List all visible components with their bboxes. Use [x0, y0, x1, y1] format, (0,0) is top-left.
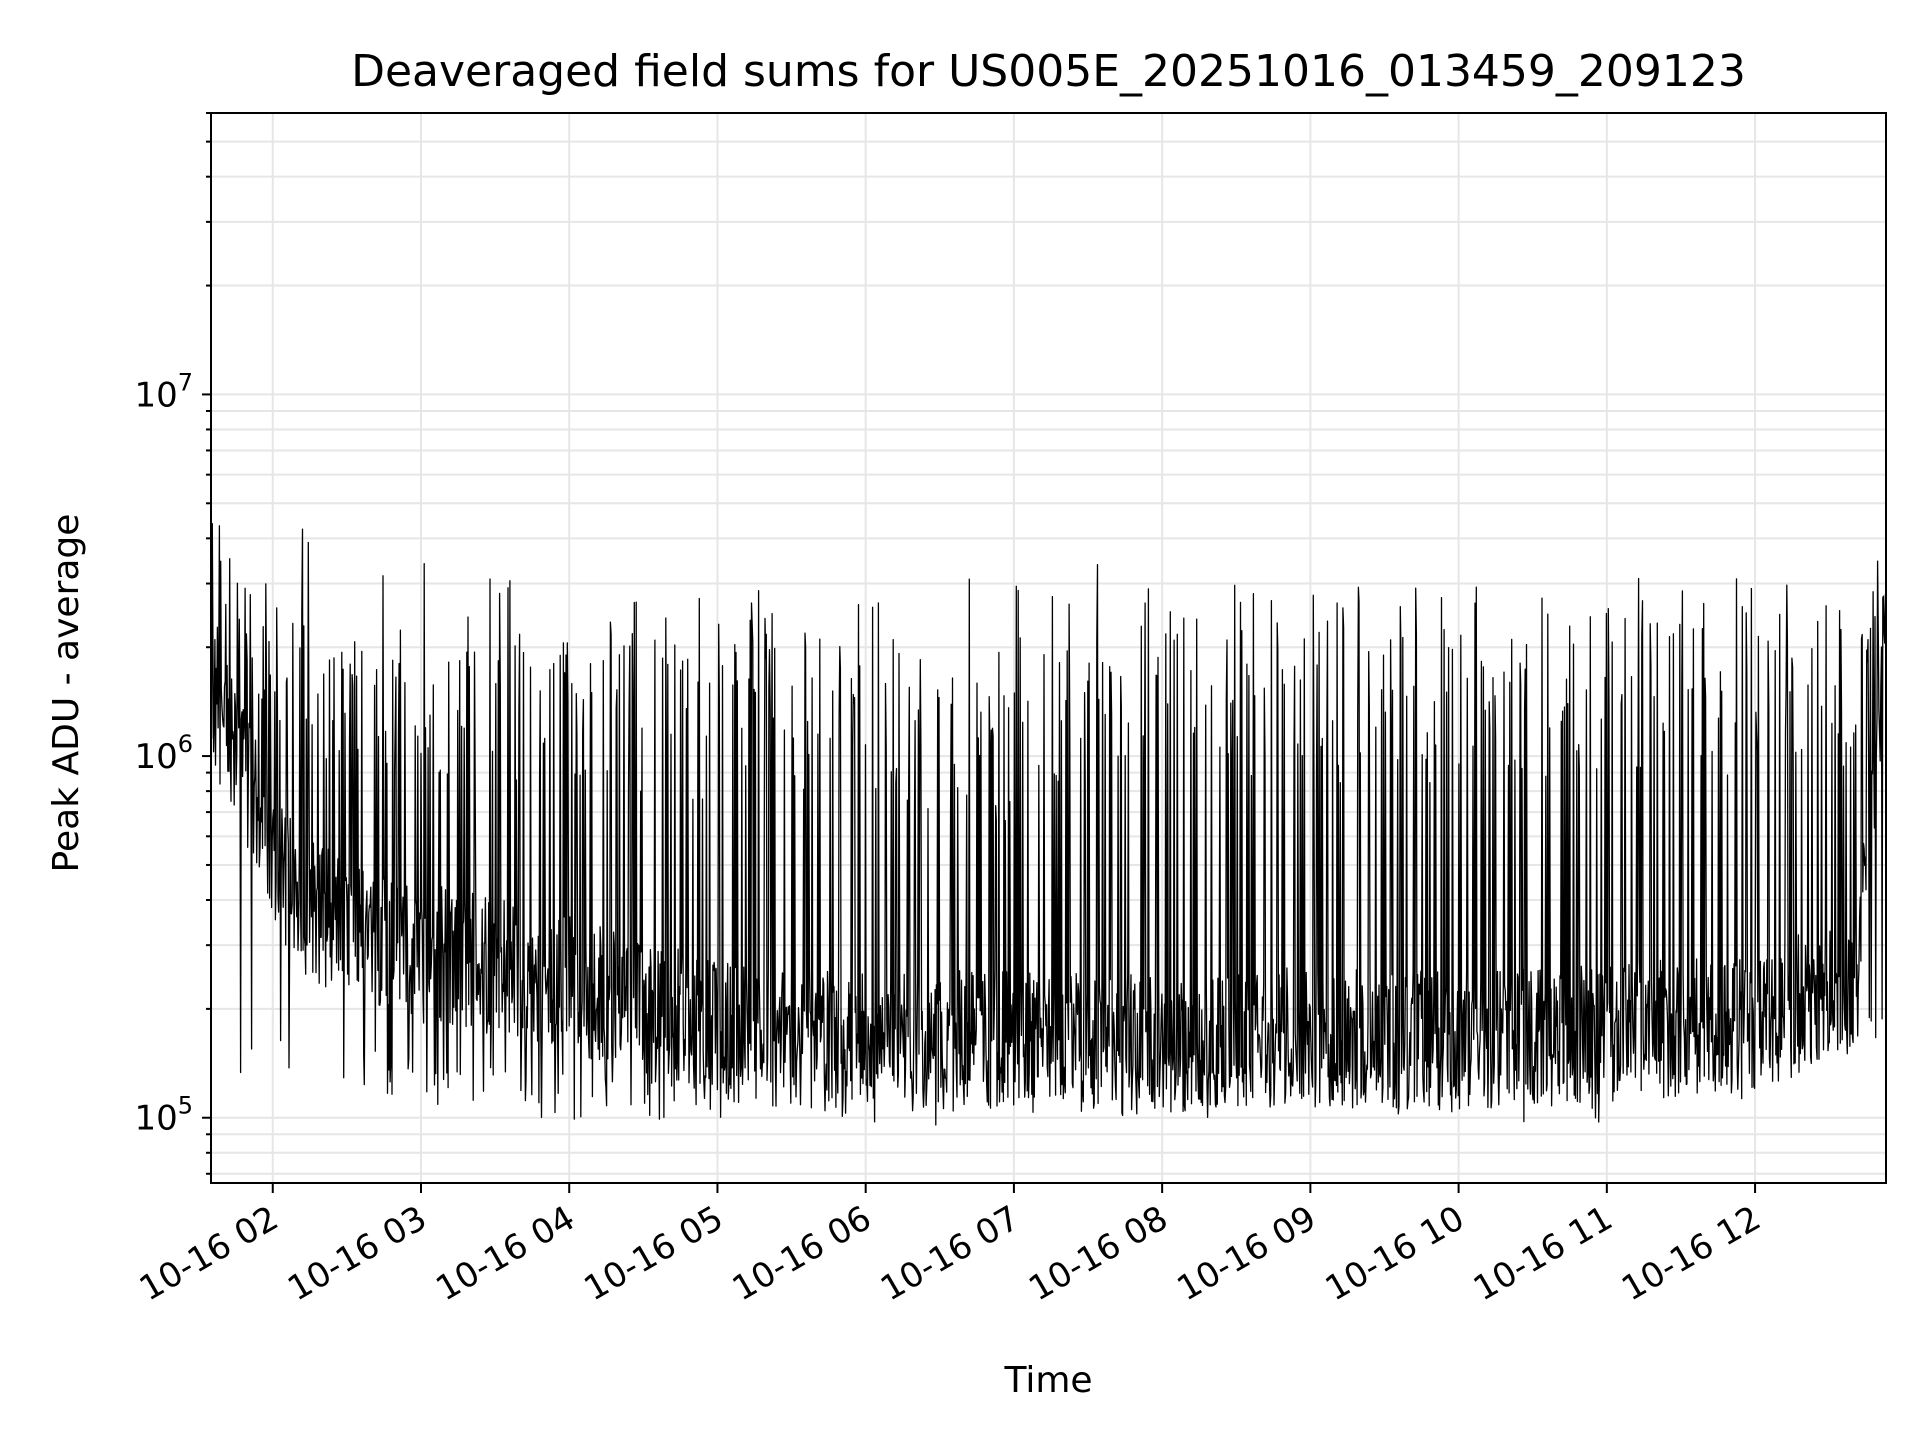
- chart-title: Deaveraged field sums for US005E_2025101…: [351, 46, 1746, 97]
- y-tick-base: 10: [134, 1099, 177, 1139]
- y-tick-label: 106: [134, 730, 193, 777]
- y-axis-label: Peak ADU - average: [46, 514, 87, 873]
- y-tick-base: 10: [134, 737, 177, 777]
- series-layer: [210, 523, 1887, 1126]
- y-tick-base: 10: [134, 375, 177, 415]
- y-tick-label: 107: [134, 368, 193, 415]
- y-tick-exponent: 5: [178, 1092, 193, 1120]
- x-axis-label: Time: [1003, 1360, 1092, 1401]
- y-tick-label: 105: [134, 1092, 193, 1139]
- series-line: [210, 523, 1887, 1126]
- y-tick-exponent: 6: [178, 730, 193, 758]
- y-tick-exponent: 7: [178, 368, 193, 396]
